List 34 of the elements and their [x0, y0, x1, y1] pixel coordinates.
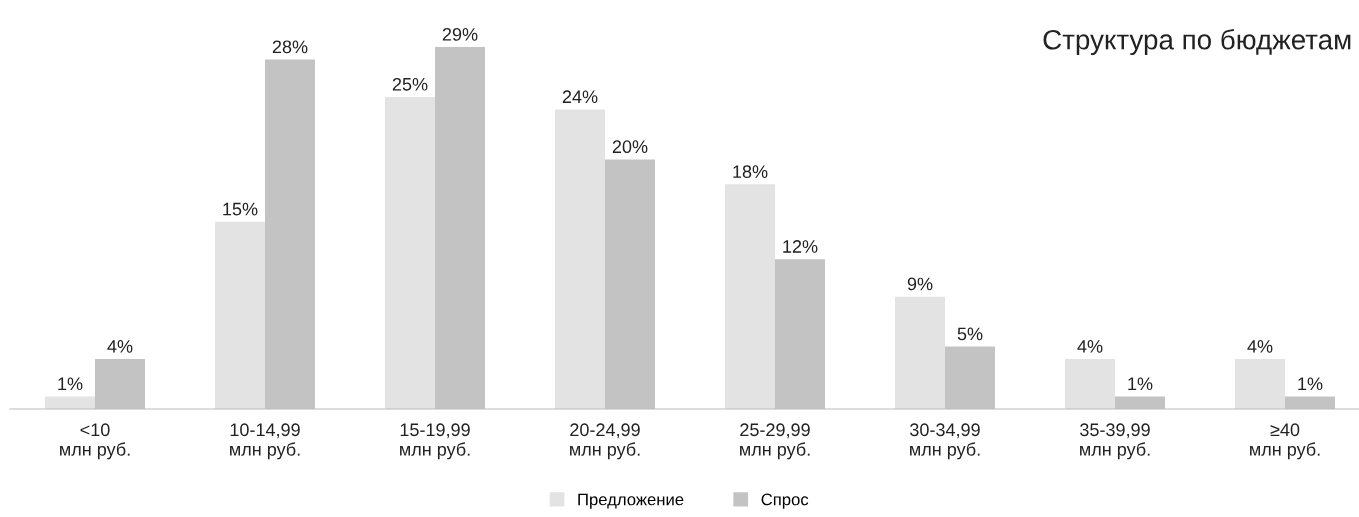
- data-label: 25%: [392, 77, 428, 91]
- legend-label: Спрос: [761, 493, 809, 509]
- chart-title: Структура по бюджетам: [1043, 28, 1351, 56]
- bar: [385, 97, 435, 409]
- x-tick-label: ≥40 млн руб.: [1250, 423, 1320, 460]
- bar: [1065, 359, 1115, 409]
- data-label: 4%: [107, 340, 133, 353]
- data-label: 24%: [562, 90, 598, 104]
- x-tick-label: 35-39,99 млн руб.: [1080, 423, 1150, 460]
- bar: [555, 109, 605, 409]
- data-label: 4%: [1247, 340, 1273, 353]
- bar: [725, 184, 775, 409]
- data-label: 4%: [1077, 340, 1103, 353]
- x-tick-label: 30-34,99 млн руб.: [910, 423, 980, 460]
- data-label: 29%: [442, 27, 478, 41]
- x-tick-label: <10 млн руб.: [60, 423, 130, 460]
- data-label: 5%: [957, 327, 983, 341]
- data-label: 12%: [783, 240, 818, 253]
- bar: [1235, 359, 1285, 409]
- legend-label: Предложение: [578, 493, 684, 509]
- x-tick-label: 20-24,99 млн руб.: [570, 423, 640, 460]
- x-tick-label: 15-19,99 млн руб.: [400, 423, 470, 460]
- data-label: 1%: [1298, 377, 1323, 391]
- data-label: 20%: [612, 140, 648, 154]
- data-label: 15%: [223, 202, 258, 216]
- bar: [895, 296, 945, 409]
- x-tick-label: 25-29,99 млн руб.: [740, 423, 810, 460]
- x-tick-label: 10-14,99 млн руб.: [230, 423, 300, 460]
- data-label: 28%: [272, 40, 308, 54]
- data-label: 18%: [733, 165, 768, 179]
- data-label: 1%: [58, 377, 83, 391]
- data-label: 1%: [1128, 377, 1153, 391]
- data-label: 9%: [907, 277, 933, 291]
- bar: [215, 221, 265, 409]
